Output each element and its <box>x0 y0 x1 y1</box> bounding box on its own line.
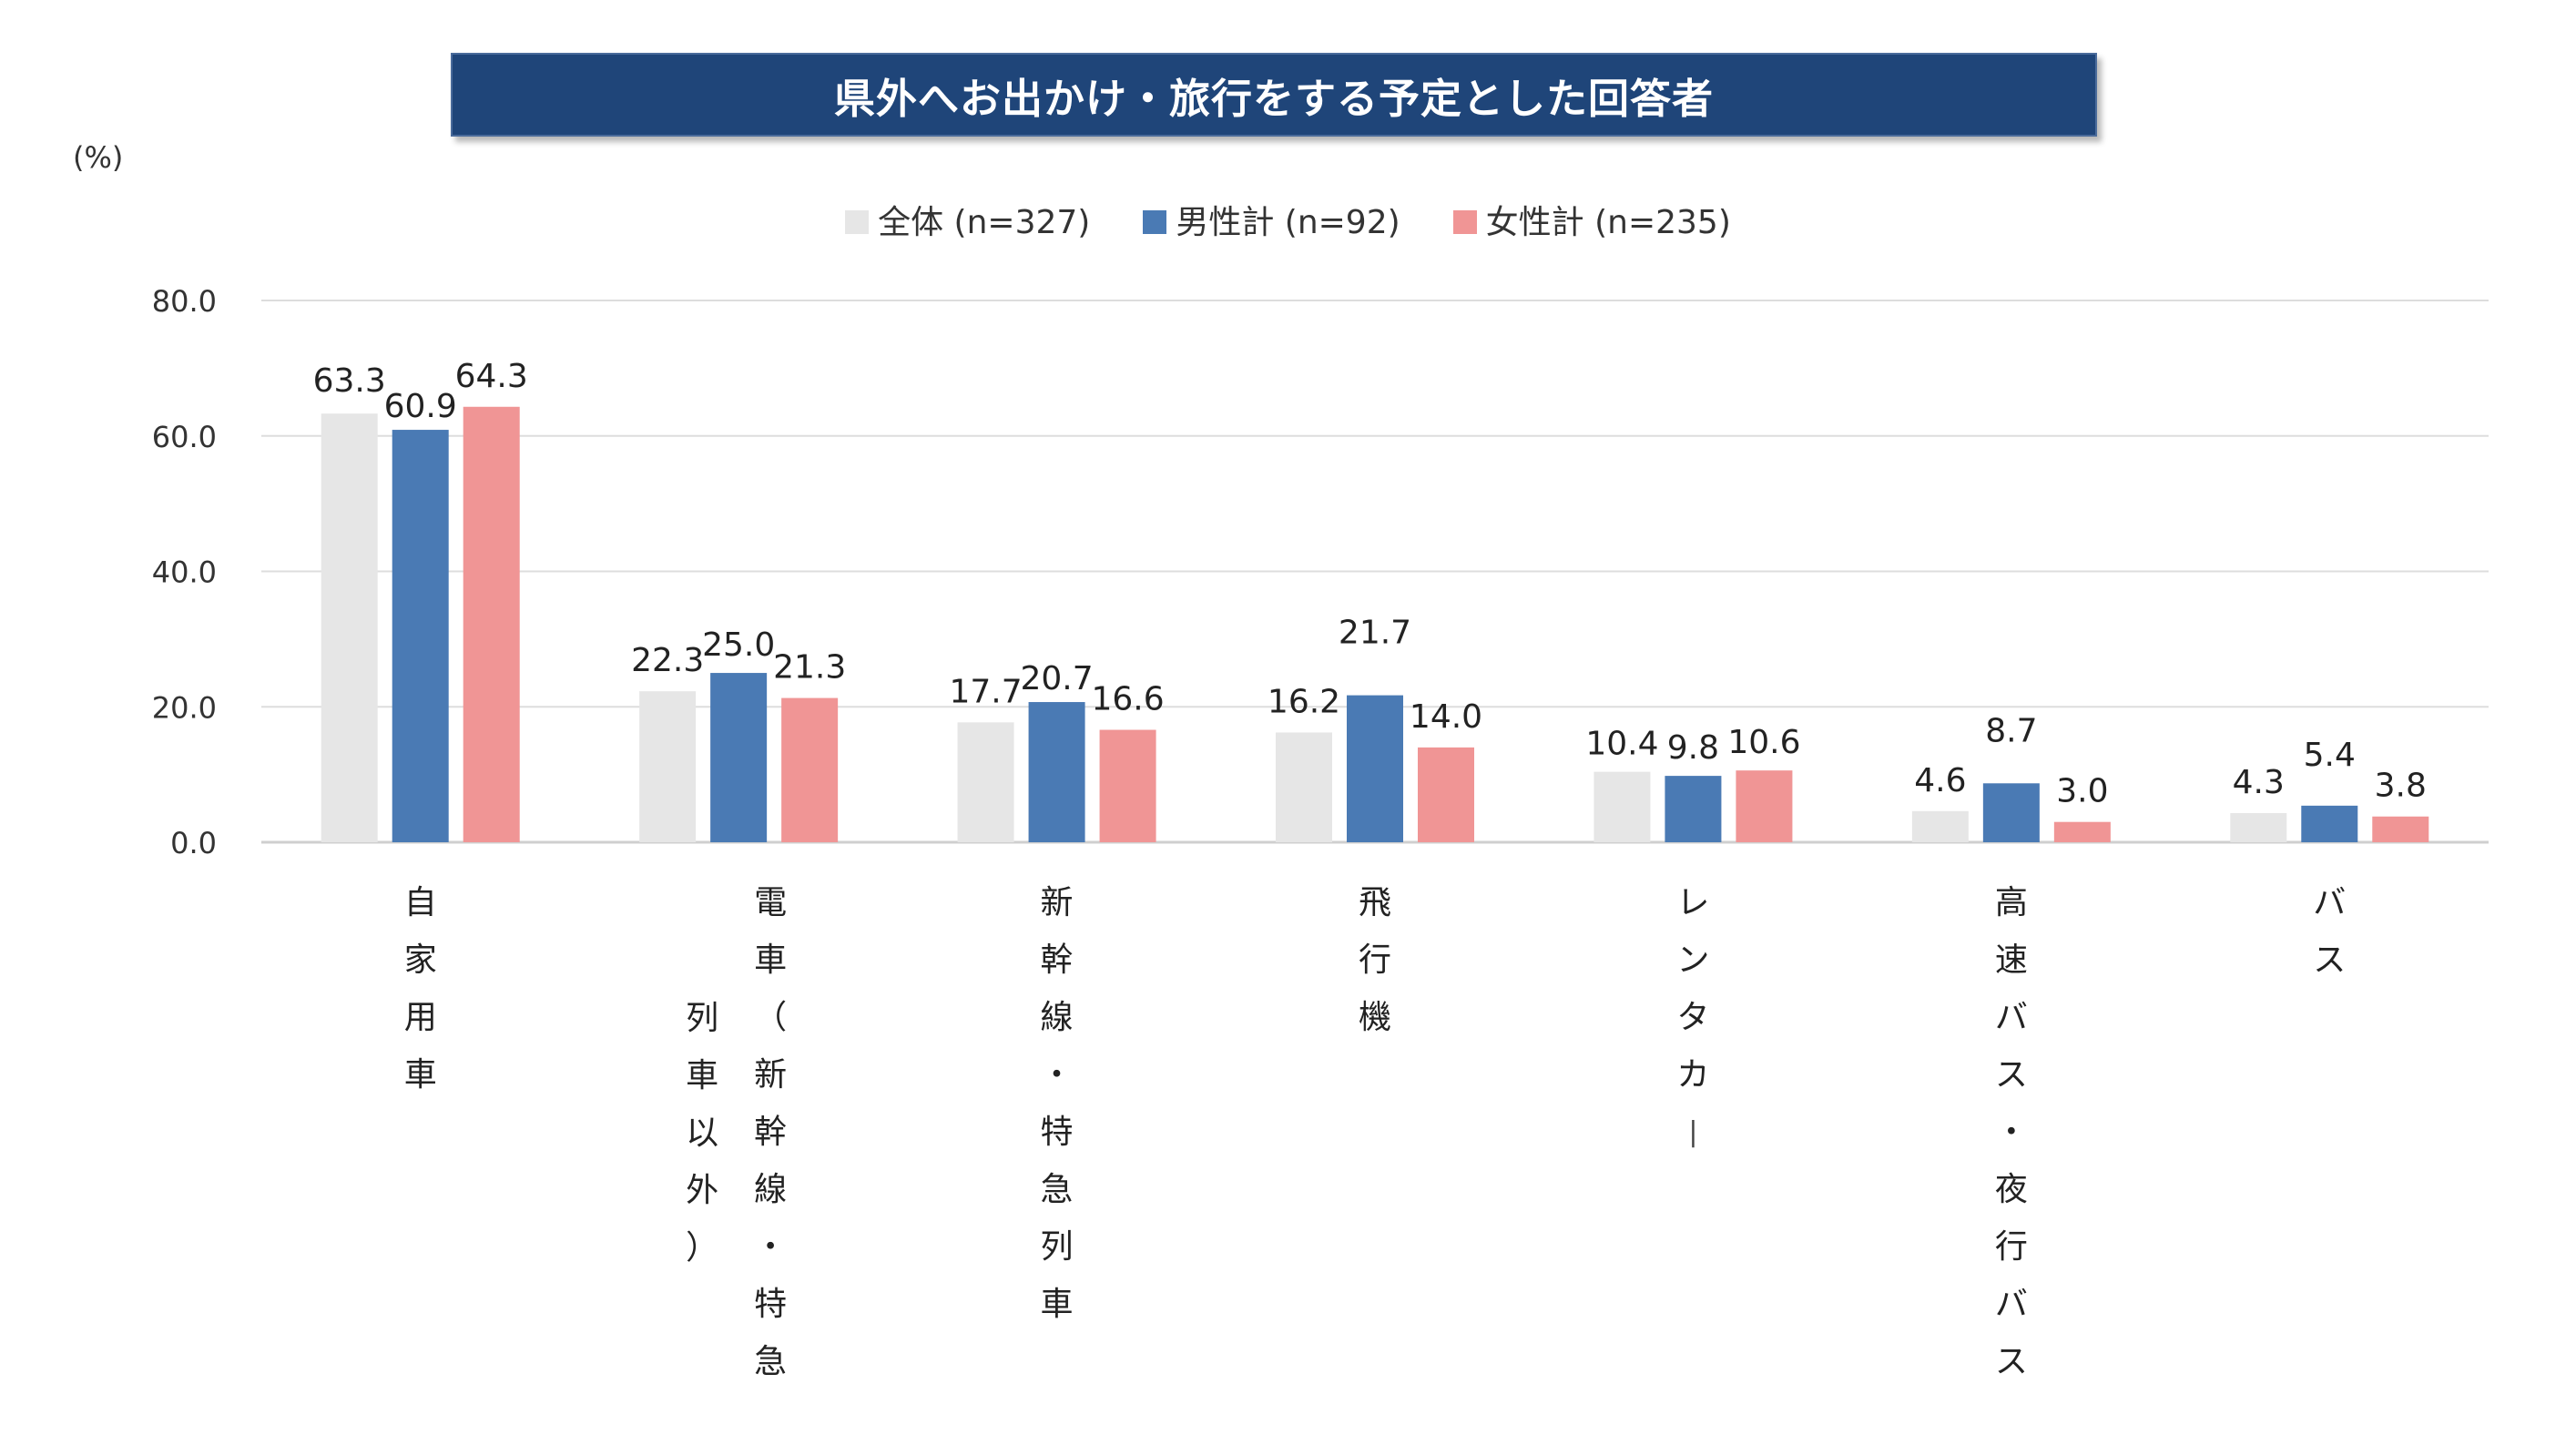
data-label: 8.7 <box>1985 712 2037 749</box>
legend-label: 男性計 (n=92) <box>1176 204 1400 241</box>
bar-male <box>1665 776 1722 842</box>
bar-male <box>1982 783 2040 842</box>
data-label: 16.2 <box>1268 684 1340 721</box>
data-label: 3.0 <box>2056 773 2108 810</box>
bar-male <box>2301 805 2358 842</box>
bar-female <box>463 406 520 842</box>
y-tick-label: 40.0 <box>152 555 217 590</box>
legend-swatch <box>1452 210 1477 234</box>
legend-swatch <box>1143 210 1167 234</box>
legend-swatch <box>845 210 870 234</box>
bar-female <box>2372 816 2429 842</box>
data-label: 10.6 <box>1727 724 1800 761</box>
bar-female <box>781 697 839 842</box>
data-label: 14.0 <box>1410 698 1482 736</box>
data-label: 17.7 <box>949 673 1022 710</box>
x-category-label: 電車（新幹線・特急 <box>754 884 788 1380</box>
legend-label: 女性計 (n=235) <box>1485 204 1731 241</box>
legend: 全体 (n=327) 男性計 (n=92) 女性計 (n=235) <box>0 194 2576 245</box>
data-label: 5.4 <box>2304 737 2356 774</box>
bar-female <box>2053 821 2111 842</box>
data-label: 16.6 <box>1091 681 1164 718</box>
x-category-label: 高速バス・夜行バス <box>1994 884 2028 1380</box>
legend-label: 全体 (n=327) <box>878 204 1091 241</box>
x-category-label: 列車以外） <box>686 1000 719 1267</box>
y-tick-label: 80.0 <box>152 284 217 319</box>
y-tick-label: 60.0 <box>152 420 217 454</box>
x-category-label: レンタカ | <box>1676 884 1710 1148</box>
bar-overall <box>639 691 697 842</box>
data-label: 22.3 <box>631 642 704 679</box>
bar-female <box>1418 747 1474 842</box>
data-label: 4.3 <box>2233 764 2285 801</box>
data-label: 63.3 <box>313 362 386 400</box>
legend-item: 女性計 (n=235) <box>1452 196 1731 243</box>
x-category-label: 新幹線・特急列車 <box>1040 884 1074 1323</box>
x-category-label: 飛行機 <box>1358 884 1391 1036</box>
bar-overall <box>2230 813 2287 842</box>
title-banner: 県外へお出かけ・旅行をする予定とした回答者 <box>451 53 2097 137</box>
data-label: 60.9 <box>384 388 457 425</box>
bar-overall <box>957 722 1014 842</box>
bar-male <box>710 673 768 842</box>
data-label: 21.7 <box>1339 615 1411 652</box>
bar-male <box>392 430 449 842</box>
y-tick-label: 0.0 <box>170 826 217 860</box>
data-label: 10.4 <box>1585 726 1658 763</box>
y-axis-unit-label: (%) <box>73 140 124 175</box>
bar-female <box>1736 770 1793 842</box>
bar-overall <box>1593 771 1651 842</box>
bar-overall <box>1911 810 1969 842</box>
bar-overall <box>321 413 378 842</box>
y-tick-label: 20.0 <box>152 690 217 725</box>
data-label: 4.6 <box>1914 762 1966 799</box>
data-label: 64.3 <box>455 358 528 395</box>
chart-title: 県外へお出かけ・旅行をする予定とした回答者 <box>833 74 1714 123</box>
x-category-label: 自家用車 <box>403 884 437 1094</box>
bar-female <box>1099 729 1156 842</box>
bar-overall <box>1276 732 1332 842</box>
data-label: 9.8 <box>1667 729 1719 767</box>
data-label: 20.7 <box>1020 660 1093 697</box>
legend-item: 男性計 (n=92) <box>1143 196 1400 243</box>
legend-item: 全体 (n=327) <box>845 196 1090 243</box>
data-label: 21.3 <box>773 649 846 687</box>
x-category-label: バス <box>2313 884 2347 979</box>
bar-male <box>1028 702 1085 842</box>
data-label: 3.8 <box>2375 768 2427 805</box>
data-label: 25.0 <box>702 626 775 664</box>
bar-male <box>1347 695 1403 842</box>
